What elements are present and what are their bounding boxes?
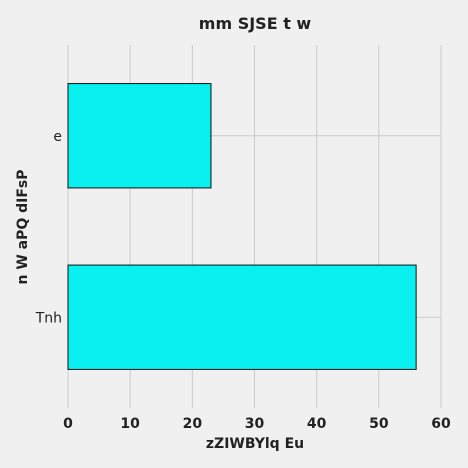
x-tick-label: 60 [431, 416, 451, 432]
x-tick-label: 0 [63, 416, 73, 432]
bars [67, 83, 417, 370]
x-tick-labels: 0 10 20 30 40 50 60 [63, 416, 451, 432]
bar-tnh [67, 264, 417, 370]
x-axis-label: zZIWBYlq Eu [206, 436, 304, 452]
y-tick-labels: Tnh e [35, 129, 62, 327]
chart-title: mm SJSE t w [199, 14, 312, 33]
y-tick-label: Tnh [35, 310, 62, 326]
y-axis-label: n W aPQ dIFsP [15, 169, 31, 284]
x-tick-label: 30 [245, 416, 265, 432]
x-tick-label: 40 [307, 416, 327, 432]
x-tick-label: 20 [183, 416, 203, 432]
x-tick-label: 50 [369, 416, 389, 432]
bar-e [67, 83, 212, 189]
y-tick-label: e [53, 129, 62, 145]
x-tick-label: 10 [120, 416, 140, 432]
